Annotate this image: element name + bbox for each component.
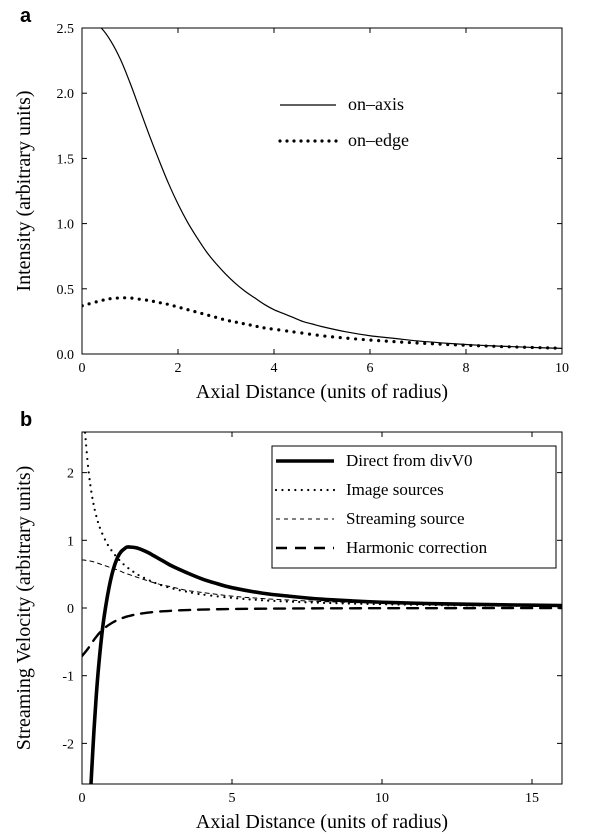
panel-b: 0 5 10 15 -2 -1 0 1 2 Axial Distance (units of ra…: [13, 409, 563, 833]
xtick-label: 15: [525, 791, 539, 806]
ytick-label: 0: [67, 602, 74, 617]
legend-item: on–axis: [280, 94, 404, 114]
ytick-label: 0.0: [57, 348, 75, 363]
legend-label: Direct from divV0: [346, 451, 473, 470]
ytick-label: 0.5: [57, 283, 75, 298]
legend-item: Direct from divV0: [276, 451, 473, 470]
panel-label: a: [20, 5, 32, 27]
legend-label: Image sources: [346, 480, 444, 499]
legend-label: on–edge: [348, 130, 409, 150]
xlabel: Axial Distance (units of radius): [196, 811, 448, 833]
legend-item: Harmonic correction: [276, 538, 488, 557]
legend-item: on–edge: [278, 130, 409, 150]
series-on_edge: [81, 296, 557, 349]
legend-label: on–axis: [348, 94, 404, 114]
series-harmonic: [82, 608, 562, 656]
xtick-label: 4: [271, 361, 278, 376]
ytick-label: -2: [62, 737, 74, 752]
ytick-label: 2: [67, 467, 74, 482]
figure-svg: 02468100.00.51.01.52.02.5Axial Distance …: [0, 0, 595, 840]
ytick-label: 2.5: [57, 22, 75, 37]
xtick-label: 10: [555, 361, 569, 376]
xtick-label: 0: [79, 361, 86, 376]
xtick-label: 2: [175, 361, 182, 376]
legend-label: Harmonic correction: [346, 538, 488, 557]
series-on_axis: [82, 20, 562, 348]
series-image: [84, 432, 563, 608]
xlabel: Axial Distance (units of radius): [196, 381, 448, 403]
series-direct: [91, 547, 562, 784]
ytick-label: 2.0: [57, 87, 75, 102]
legend-label: Streaming source: [346, 509, 465, 528]
legend-item: Image sources: [275, 480, 444, 499]
ytick-label: 1.5: [57, 152, 75, 167]
legend-item: Streaming source: [276, 509, 465, 528]
xtick-label: 8: [463, 361, 470, 376]
ytick-label: -1: [62, 670, 74, 685]
xtick-label: 5: [229, 791, 236, 806]
ytick-label: 1.0: [57, 218, 75, 233]
ytick-label: 1: [67, 534, 74, 549]
panel-label: b: [20, 409, 32, 431]
ylabel: Intensity (arbitrary units): [13, 90, 35, 291]
panel-a: 0 2 4 6 8 10 0.0 0.5 1.0 1.5 2.0 2.5 Axial Distance …: [13, 5, 569, 403]
ylabel: Streaming Velocity (arbitrary units): [13, 466, 35, 751]
plot-frame: [82, 28, 562, 354]
xtick-label: 0: [79, 791, 86, 806]
xtick-label: 10: [375, 791, 389, 806]
xtick-label: 6: [367, 361, 374, 376]
